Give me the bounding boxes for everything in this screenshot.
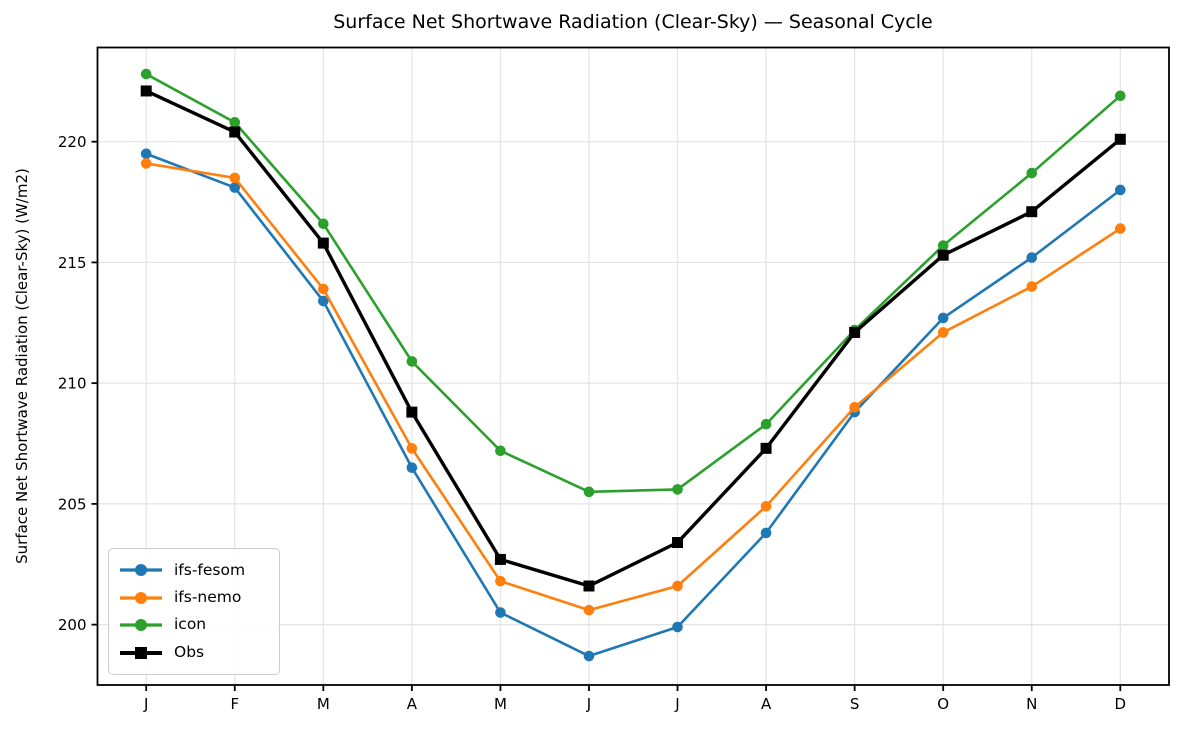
marker-ifs-fesom (937, 312, 949, 324)
circle-marker-icon (135, 619, 147, 632)
x-tick-label: O (937, 695, 949, 713)
marker-ifs-nemo (937, 327, 949, 338)
marker-icon (229, 117, 241, 128)
marker-Obs (229, 126, 241, 138)
legend-item-ifs-nemo: ifs-nemo (119, 590, 269, 606)
marker-ifs-fesom (318, 295, 329, 307)
series-line-ifs-fesom (145, 152, 1122, 658)
marker-Obs (140, 85, 152, 97)
y-tick-label: 200 (58, 616, 87, 634)
legend-sample-ifs-fesom (120, 564, 162, 577)
marker-icon (937, 240, 949, 251)
marker-ifs-fesom (229, 182, 241, 193)
x-tick-label: J (143, 695, 148, 713)
legend-item-Obs: Obs (119, 642, 269, 661)
legend-sample-icon (120, 619, 162, 632)
marker-ifs-nemo (406, 443, 418, 454)
legend-item-ifs-fesom: ifs-fesom (119, 562, 269, 578)
legend-item-icon: icon (119, 617, 269, 633)
legend-sample-Obs (120, 646, 162, 659)
legend-label: ifs-fesom (174, 560, 246, 579)
marker-icon (495, 445, 506, 457)
legend-label: icon (174, 615, 207, 634)
marker-Obs (760, 442, 772, 454)
y-tick-label: 220 (58, 133, 87, 151)
marker-ifs-fesom (140, 148, 152, 160)
marker-ifs-nemo (495, 575, 506, 587)
x-tick-label: J (674, 695, 679, 713)
series-line-ifs-nemo (145, 162, 1122, 612)
legend-label: ifs-nemo (174, 588, 242, 607)
plot-frame (96, 46, 1170, 686)
square-marker-icon (135, 646, 147, 659)
marker-ifs-nemo (760, 501, 772, 512)
marker-Obs (583, 580, 595, 592)
marker-icon (318, 218, 329, 230)
x-tick-label: D (1115, 695, 1127, 713)
legend-label: Obs (174, 642, 205, 661)
marker-ifs-fesom (1026, 252, 1038, 263)
marker-Obs (849, 326, 861, 338)
marker-ifs-nemo (1026, 281, 1038, 292)
marker-ifs-fesom (583, 650, 595, 662)
marker-ifs-nemo (672, 580, 683, 592)
marker-icon (1026, 167, 1038, 179)
x-tick-label: S (850, 695, 860, 713)
y-tick-label: 215 (58, 254, 87, 272)
marker-ifs-fesom (406, 462, 418, 473)
marker-icon (140, 68, 152, 80)
x-tick-label: J (586, 695, 591, 713)
marker-Obs (317, 237, 329, 249)
chart-title: Surface Net Shortwave Radiation (Clear-S… (333, 11, 933, 33)
series-line-Obs (145, 89, 1122, 588)
marker-ifs-nemo (849, 402, 860, 413)
marker-ifs-nemo (583, 604, 595, 616)
marker-Obs (494, 553, 506, 565)
marker-icon (1114, 90, 1126, 102)
series-line-icon (145, 72, 1122, 494)
marker-Obs (937, 249, 949, 261)
marker-icon (406, 356, 418, 367)
marker-ifs-nemo (229, 172, 241, 184)
marker-Obs (406, 406, 418, 418)
marker-icon (760, 418, 772, 430)
marker-Obs (672, 537, 684, 549)
marker-ifs-nemo (140, 158, 152, 169)
x-tick-label: M (317, 695, 330, 713)
legend-sample-ifs-nemo (120, 591, 162, 604)
marker-ifs-fesom (672, 621, 683, 633)
marker-ifs-nemo (1114, 223, 1126, 234)
marker-ifs-fesom (1114, 184, 1126, 196)
marker-Obs (1026, 206, 1038, 218)
marker-ifs-nemo (318, 283, 329, 295)
x-tick-label: A (407, 695, 418, 713)
marker-ifs-fesom (495, 607, 506, 618)
circle-marker-icon (135, 564, 147, 577)
y-tick-label: 205 (58, 495, 87, 513)
marker-icon (672, 484, 683, 495)
marker-icon (583, 486, 595, 498)
x-tick-label: A (761, 695, 772, 713)
y-tick-label: 210 (58, 375, 87, 393)
marker-ifs-fesom (760, 527, 772, 539)
circle-marker-icon (135, 591, 147, 604)
x-tick-label: M (494, 695, 507, 713)
legend: ifs-fesom ifs-nemo icon Obs (108, 548, 280, 675)
x-tick-label: F (230, 695, 239, 713)
x-tick-label: N (1026, 695, 1037, 713)
marker-Obs (1114, 133, 1126, 145)
